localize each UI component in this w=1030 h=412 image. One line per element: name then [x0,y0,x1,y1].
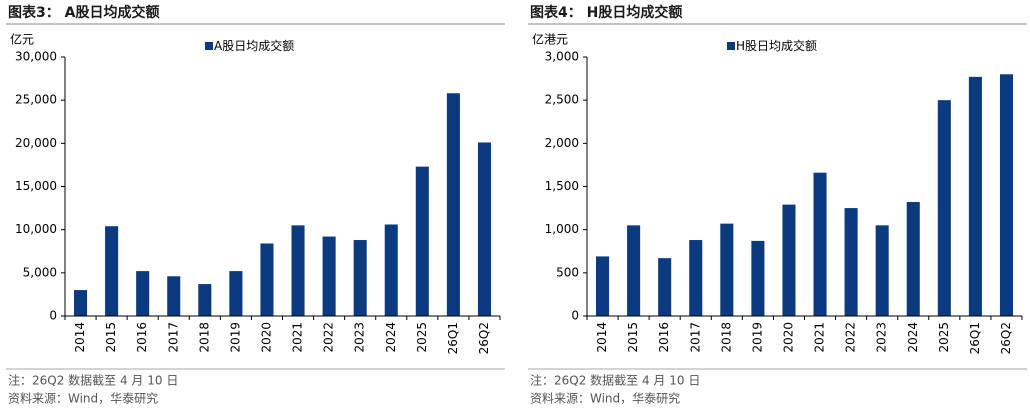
bar [813,172,827,316]
x-tick-label: 2023 [875,322,889,353]
note: 注：26Q2 数据截至 4 月 10 日 [8,373,178,388]
y-axis-unit: 亿元 [10,32,34,47]
legend-label: A股日均成交额 [214,38,294,53]
x-tick-label: 2024 [906,322,920,353]
x-tick-label: 2020 [781,322,795,353]
y-tick-label: 3,000 [545,50,579,64]
x-tick-label: 2022 [844,322,858,353]
legend-swatch [205,42,213,50]
bar [198,284,212,316]
x-tick-label: 2019 [750,322,764,353]
bar [446,93,460,316]
bar [596,256,610,316]
x-tick-label: 26Q2 [999,322,1013,354]
x-tick-label: 2023 [353,322,367,353]
bar [906,202,920,316]
y-tick-label: 0 [49,309,57,323]
bar [260,243,274,316]
x-tick-label: 2019 [228,322,242,353]
legend-swatch [727,42,735,50]
x-tick-label: 2017 [166,322,180,353]
bar [136,271,150,316]
chart-title: 图表4： H股日均成交额 [530,4,682,21]
bar [627,225,641,316]
bar [751,240,765,316]
x-tick-label: 2016 [135,322,149,353]
y-axis-unit: 亿港元 [532,32,568,47]
x-tick-label: 2021 [813,322,827,353]
x-tick-label: 2024 [384,322,398,353]
bar [968,76,982,317]
y-tick-label: 25,000 [15,93,57,107]
bar [105,226,119,316]
bar [229,271,243,316]
y-tick-label: 20,000 [15,136,57,150]
source: 资料来源：Wind，华泰研究 [530,391,680,406]
x-tick-label: 26Q2 [477,322,491,354]
bar [720,223,734,316]
bar [291,225,305,316]
bar [477,142,491,316]
bar [167,276,181,316]
bar [384,224,398,316]
source: 资料来源：Wind，华泰研究 [8,391,158,406]
x-tick-label: 26Q1 [446,322,460,354]
bar [937,100,951,317]
y-tick-label: 500 [556,265,579,279]
x-tick-label: 2014 [73,322,87,353]
x-tick-label: 2020 [259,322,273,353]
note: 注：26Q2 数据截至 4 月 10 日 [530,373,700,388]
y-tick-label: 2,000 [545,136,579,150]
bar [782,204,796,316]
y-tick-label: 5,000 [23,265,57,279]
bar [689,240,703,316]
bar [875,225,889,316]
x-tick-label: 2018 [197,322,211,353]
x-tick-label: 2025 [415,322,429,353]
x-tick-label: 2021 [291,322,305,353]
y-tick-label: 1,500 [545,179,579,193]
x-tick-label: 2015 [626,322,640,353]
y-tick-label: 10,000 [15,222,57,236]
x-tick-label: 2017 [688,322,702,353]
bar [999,74,1013,317]
x-tick-label: 2025 [937,322,951,353]
legend-label: H股日均成交额 [736,38,817,53]
y-tick-label: 30,000 [15,50,57,64]
bar [844,208,858,316]
bar [415,166,429,316]
x-tick-label: 2015 [104,322,118,353]
y-tick-label: 1,000 [545,222,579,236]
x-tick-label: 26Q1 [968,322,982,354]
x-tick-label: 2022 [322,322,336,353]
x-tick-label: 2016 [657,322,671,353]
bar [322,236,336,316]
y-tick-label: 0 [571,309,579,323]
x-tick-label: 2014 [595,322,609,353]
x-tick-label: 2018 [719,322,733,353]
bar [74,290,88,316]
chart-title: 图表3： A股日均成交额 [8,4,159,21]
bar [658,258,672,316]
bar [353,240,367,316]
y-tick-label: 15,000 [15,179,57,193]
y-tick-label: 2,500 [545,93,579,107]
